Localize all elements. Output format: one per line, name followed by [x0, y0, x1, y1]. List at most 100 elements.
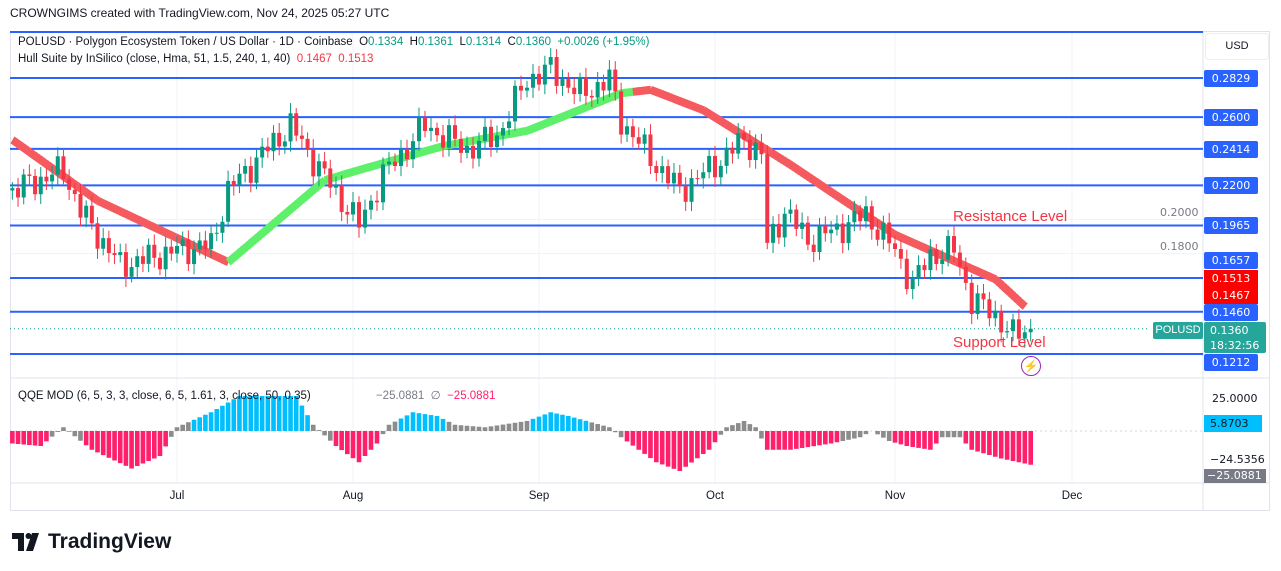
- hull-band-segment: [38, 156, 47, 166]
- hull-band-segment: [415, 149, 421, 158]
- hull-band-segment: [785, 159, 793, 169]
- hull-band-segment: [537, 121, 544, 130]
- qqe-histogram-bar: [916, 431, 921, 448]
- qqe-histogram-bar: [140, 431, 146, 464]
- hull-band-segment: [540, 119, 547, 129]
- qqe-histogram-bar: [225, 402, 231, 431]
- qqe-histogram-bar: [78, 431, 83, 441]
- hull-band-segment: [902, 235, 909, 244]
- symbol-title[interactable]: POLUSD · Polygon Ecosystem Token / US Do…: [18, 36, 353, 48]
- qqe-histogram-bar: [220, 405, 225, 431]
- open-label: O: [359, 36, 369, 48]
- qqe-histogram-bar: [857, 431, 863, 438]
- level-price-tag: 0.2414: [1204, 140, 1258, 158]
- qqe-histogram-bar: [993, 431, 998, 457]
- candle-body: [339, 184, 344, 212]
- qqe-histogram-bar: [356, 431, 362, 463]
- candle-body: [537, 73, 541, 85]
- hull-band-segment: [693, 103, 700, 112]
- qqe-histogram-bar: [677, 431, 683, 471]
- qqe-histogram-bar: [470, 426, 476, 431]
- hull-band-segment: [990, 274, 998, 283]
- hull-band-segment: [596, 97, 603, 107]
- candle-body: [548, 57, 553, 65]
- level-price-tag: 0.1657: [1204, 252, 1258, 269]
- qqe-histogram-bar: [583, 420, 589, 431]
- candle-body: [328, 168, 333, 188]
- qqe-histogram-bar: [764, 431, 770, 450]
- symbol-legend: POLUSD · Polygon Ecosystem Token / US Do…: [18, 36, 649, 48]
- qqe-histogram-bar: [482, 427, 488, 431]
- qqe-histogram-bar: [44, 431, 49, 442]
- qqe-histogram-bar: [799, 431, 805, 448]
- hull-band-segment: [349, 167, 355, 177]
- candle-body: [817, 225, 822, 252]
- qqe-histogram-bar: [380, 431, 386, 435]
- qqe-histogram-bar: [823, 431, 828, 445]
- hull-band-segment: [418, 148, 424, 157]
- qqe-histogram-bar: [817, 431, 822, 446]
- hull-band-segment: [262, 225, 271, 235]
- qqe-histogram-bar: [747, 424, 753, 431]
- hull-band-segment: [101, 199, 109, 209]
- qqe-histogram-bar: [248, 396, 254, 431]
- month-tick-label: Nov: [884, 490, 906, 502]
- candle-body: [282, 141, 287, 147]
- candle-body: [858, 210, 863, 222]
- qqe-histogram-bar: [446, 421, 452, 431]
- candle-body: [243, 166, 248, 174]
- hull-band-segment: [558, 112, 565, 122]
- qqe-histogram-bar: [518, 421, 524, 431]
- level-price-tag: 0.1965: [1204, 217, 1258, 235]
- hull-title[interactable]: Hull Suite by InSilico (close, Hma, 51, …: [18, 53, 291, 65]
- candle-body: [1011, 319, 1015, 332]
- hull-band-segment: [149, 222, 157, 232]
- candle-body: [724, 147, 729, 166]
- candle-body: [1022, 332, 1027, 339]
- candle-body: [423, 117, 427, 131]
- candle-body: [969, 282, 974, 315]
- hull-band-segment: [209, 250, 216, 260]
- hull-band-segment: [147, 221, 154, 230]
- candle-body: [67, 178, 72, 190]
- hull-band-segment: [373, 161, 379, 170]
- candle-body: [957, 252, 962, 267]
- hull-band-segment: [829, 188, 837, 198]
- qqe-histogram-bar: [648, 431, 653, 459]
- candle-body: [399, 148, 403, 167]
- hull-band-segment: [98, 198, 106, 208]
- candle-body: [477, 140, 481, 159]
- candle-body: [695, 178, 700, 180]
- hull-band-segment: [797, 167, 805, 177]
- candle-body: [411, 141, 415, 160]
- hull-band-segment: [973, 266, 980, 276]
- hull-band-segment: [92, 195, 101, 205]
- candle-body: [869, 206, 874, 230]
- candle-body: [607, 69, 612, 91]
- hull-band-segment: [50, 164, 58, 174]
- qqe-title[interactable]: QQE MOD (6, 5, 3, 3, close, 6, 5, 1.61, …: [18, 390, 311, 402]
- candle-body: [922, 265, 927, 271]
- currency-button[interactable]: USD: [1205, 33, 1269, 60]
- qqe-histogram-bar: [863, 431, 869, 435]
- qqe-histogram-bar: [782, 431, 787, 450]
- hull-band-segment: [472, 136, 478, 145]
- hull-band-segment: [225, 256, 234, 266]
- candle-body: [387, 161, 391, 165]
- hull-band-segment: [121, 209, 128, 218]
- lightning-icon[interactable]: ⚡: [1021, 356, 1041, 376]
- candle-body: [718, 165, 723, 178]
- qqe-histogram-bar: [566, 416, 571, 431]
- qqe-histogram-bar: [718, 431, 724, 435]
- qqe-last-tag: −25.0881: [1204, 469, 1266, 483]
- hull-band-segment: [346, 168, 352, 178]
- qqe-histogram-bar: [881, 431, 886, 438]
- hull-band-segment: [608, 92, 615, 102]
- hull-band-segment: [212, 251, 219, 261]
- qqe-histogram-bar: [15, 431, 21, 444]
- candle-body: [175, 246, 179, 254]
- qqe-histogram-bar: [458, 425, 464, 431]
- hull-band-segment: [192, 242, 199, 252]
- hull-band-segment: [427, 145, 433, 155]
